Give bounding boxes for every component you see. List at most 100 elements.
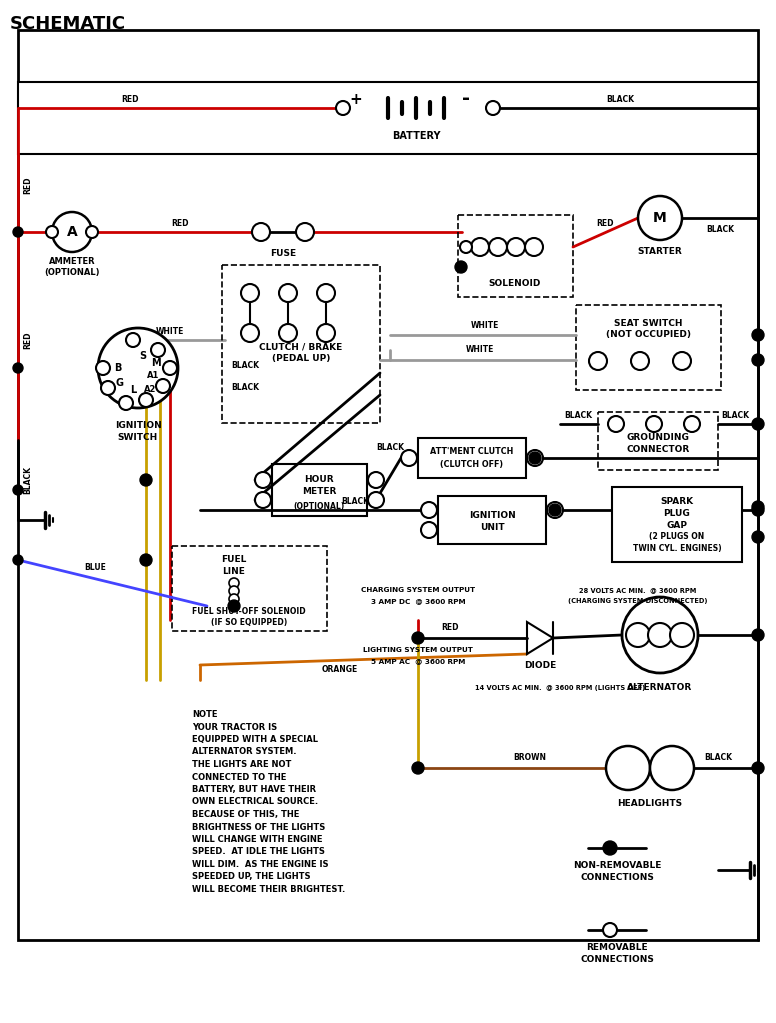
Circle shape xyxy=(52,212,92,252)
Text: SPARK: SPARK xyxy=(660,496,694,505)
Text: -: - xyxy=(462,89,470,108)
Circle shape xyxy=(507,238,525,256)
Circle shape xyxy=(486,101,500,115)
Circle shape xyxy=(140,474,152,486)
Text: BLUE: BLUE xyxy=(84,563,106,572)
Text: BLACK: BLACK xyxy=(231,360,259,369)
Circle shape xyxy=(608,416,624,432)
Bar xyxy=(598,412,718,470)
Text: S: S xyxy=(140,351,147,361)
Text: ATT'MENT CLUTCH: ATT'MENT CLUTCH xyxy=(431,447,514,456)
Text: DIODE: DIODE xyxy=(524,662,556,670)
Text: RED: RED xyxy=(23,331,33,349)
Text: HOUR: HOUR xyxy=(304,476,334,485)
Text: (2 PLUGS ON: (2 PLUGS ON xyxy=(650,533,705,541)
Text: SOLENOID: SOLENOID xyxy=(489,278,541,287)
Text: (CLUTCH OFF): (CLUTCH OFF) xyxy=(441,460,504,470)
Text: ALTERNATOR: ALTERNATOR xyxy=(627,682,693,692)
Circle shape xyxy=(489,238,507,256)
Text: CONNECTIONS: CONNECTIONS xyxy=(580,955,654,965)
Text: CLUTCH / BRAKE: CLUTCH / BRAKE xyxy=(259,343,343,352)
Circle shape xyxy=(140,554,152,566)
Text: RED: RED xyxy=(596,219,614,227)
Circle shape xyxy=(646,416,662,432)
Text: RED: RED xyxy=(171,219,189,227)
Text: BLACK: BLACK xyxy=(706,225,734,234)
Bar xyxy=(458,215,573,297)
Circle shape xyxy=(648,623,672,647)
Text: BLACK: BLACK xyxy=(231,383,259,392)
Text: SCHEMATIC: SCHEMATIC xyxy=(10,15,126,33)
Circle shape xyxy=(151,343,165,357)
Text: TWIN CYL. ENGINES): TWIN CYL. ENGINES) xyxy=(632,544,722,553)
Circle shape xyxy=(229,578,239,588)
Text: FUSE: FUSE xyxy=(270,250,296,259)
Text: RED: RED xyxy=(23,176,33,193)
Text: WHITE: WHITE xyxy=(466,346,494,355)
Circle shape xyxy=(752,629,764,641)
Text: RED: RED xyxy=(442,623,459,632)
Text: WHITE: WHITE xyxy=(471,320,499,329)
Circle shape xyxy=(86,226,98,238)
Text: REMOVABLE: REMOVABLE xyxy=(586,943,648,952)
Circle shape xyxy=(525,238,543,256)
Circle shape xyxy=(471,238,489,256)
Bar xyxy=(418,438,526,478)
Circle shape xyxy=(252,223,270,241)
Circle shape xyxy=(752,418,764,430)
Circle shape xyxy=(96,361,110,375)
Text: STARTER: STARTER xyxy=(638,248,682,257)
Text: FUEL SHUT-OFF SOLENOID: FUEL SHUT-OFF SOLENOID xyxy=(192,608,306,617)
Circle shape xyxy=(631,352,649,370)
Circle shape xyxy=(752,504,764,516)
Circle shape xyxy=(336,101,350,115)
Bar xyxy=(438,496,546,544)
Text: CHARGING SYSTEM OUTPUT: CHARGING SYSTEM OUTPUT xyxy=(361,587,475,593)
Text: BLACK: BLACK xyxy=(704,754,732,762)
Text: A: A xyxy=(67,225,78,239)
Circle shape xyxy=(368,472,384,488)
Circle shape xyxy=(549,504,561,516)
Circle shape xyxy=(638,196,682,240)
Circle shape xyxy=(156,379,170,393)
Circle shape xyxy=(139,393,153,407)
Text: BLACK: BLACK xyxy=(564,411,592,420)
Circle shape xyxy=(401,450,417,466)
Circle shape xyxy=(752,762,764,774)
Circle shape xyxy=(421,522,437,538)
Text: 14 VOLTS AC MIN.  @ 3600 RPM (LIGHTS OFF): 14 VOLTS AC MIN. @ 3600 RPM (LIGHTS OFF) xyxy=(475,685,645,691)
Text: WHITE: WHITE xyxy=(156,326,184,336)
Circle shape xyxy=(412,762,424,774)
Bar xyxy=(18,30,758,940)
Circle shape xyxy=(229,594,239,604)
Circle shape xyxy=(229,586,239,596)
Circle shape xyxy=(241,324,259,342)
Text: B: B xyxy=(114,363,122,373)
Text: A1: A1 xyxy=(147,371,159,381)
Bar xyxy=(172,546,327,631)
Text: 5 AMP AC  @ 3600 RPM: 5 AMP AC @ 3600 RPM xyxy=(371,658,465,664)
Circle shape xyxy=(752,329,764,341)
Circle shape xyxy=(279,324,297,342)
Circle shape xyxy=(255,492,271,508)
Text: (OPTIONAL): (OPTIONAL) xyxy=(293,501,345,510)
Bar xyxy=(18,82,758,154)
Text: SEAT SWITCH: SEAT SWITCH xyxy=(614,318,682,327)
Text: 3 AMP DC  @ 3600 RPM: 3 AMP DC @ 3600 RPM xyxy=(371,598,466,604)
Text: G: G xyxy=(116,379,124,388)
Text: GROUNDING: GROUNDING xyxy=(626,433,689,442)
Text: BLACK: BLACK xyxy=(23,466,33,494)
Circle shape xyxy=(684,416,700,432)
Text: NON-REMOVABLE: NON-REMOVABLE xyxy=(573,861,661,871)
Text: M: M xyxy=(653,211,667,225)
Circle shape xyxy=(279,284,297,302)
Circle shape xyxy=(455,261,467,273)
Text: BATTERY: BATTERY xyxy=(392,131,440,141)
Text: BROWN: BROWN xyxy=(514,754,546,762)
Circle shape xyxy=(673,352,691,370)
Text: RED: RED xyxy=(121,94,139,103)
Text: M: M xyxy=(151,358,161,368)
Circle shape xyxy=(98,328,178,408)
Bar xyxy=(612,487,742,562)
Text: 28 VOLTS AC MIN.  @ 3600 RPM: 28 VOLTS AC MIN. @ 3600 RPM xyxy=(580,587,697,593)
